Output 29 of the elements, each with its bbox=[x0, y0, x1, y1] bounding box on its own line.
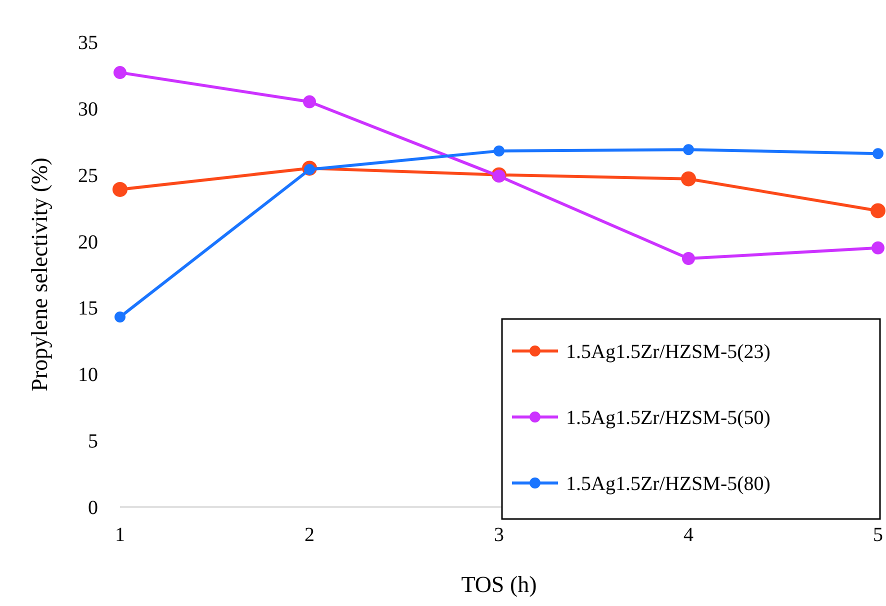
point bbox=[872, 241, 884, 254]
y-tick-label: 10 bbox=[78, 364, 98, 386]
x-tick-label: 4 bbox=[684, 524, 694, 546]
x-axis-title: TOS (h) bbox=[461, 572, 537, 597]
point bbox=[303, 95, 316, 108]
point bbox=[114, 312, 126, 323]
y-tick-label: 15 bbox=[78, 298, 98, 320]
y-tick-label: 20 bbox=[78, 231, 98, 254]
point bbox=[681, 171, 696, 186]
x-tick-label: 2 bbox=[304, 524, 314, 546]
point bbox=[872, 148, 884, 160]
y-tick-label: 25 bbox=[78, 164, 98, 187]
legend-label: 1.5Ag1.5Zr/HZSM-5(23) bbox=[566, 341, 770, 363]
legend-label: 1.5Ag1.5Zr/HZSM-5(80) bbox=[566, 473, 770, 495]
x-tick-label: 5 bbox=[873, 524, 883, 546]
point bbox=[494, 145, 504, 156]
point bbox=[114, 66, 126, 80]
y-tick-label: 0 bbox=[88, 497, 98, 519]
point bbox=[682, 252, 695, 266]
x-tick-label: 1 bbox=[115, 524, 125, 546]
legend-label: 1.5Ag1.5Zr/HZSM-5(50) bbox=[566, 407, 770, 429]
point bbox=[683, 144, 694, 156]
y-tick-label: 30 bbox=[78, 98, 98, 120]
point bbox=[870, 203, 886, 218]
point bbox=[112, 182, 128, 197]
y-tick-label: 35 bbox=[78, 32, 98, 54]
y-tick-label: 5 bbox=[88, 430, 98, 453]
y-axis-title: Propylene selectivity (%) bbox=[27, 158, 52, 392]
x-tick-label: 3 bbox=[494, 524, 504, 546]
